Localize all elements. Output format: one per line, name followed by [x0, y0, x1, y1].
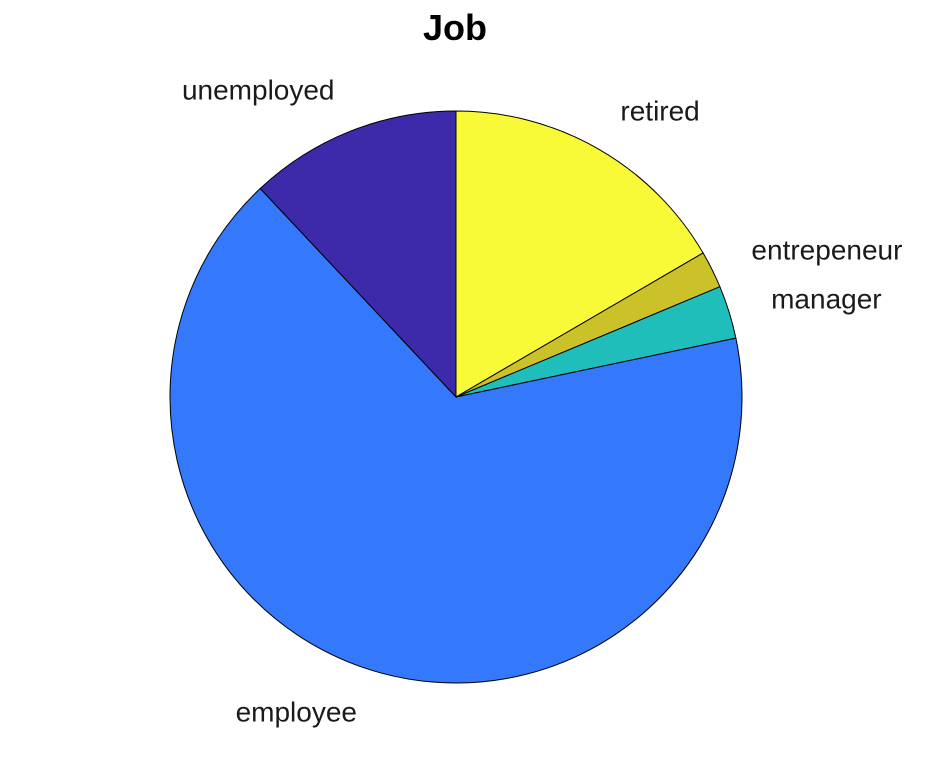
- pie-slice-employee: [169, 187, 743, 684]
- pie-label-manager: manager: [771, 283, 882, 314]
- pie-label-unemployed: unemployed: [182, 75, 335, 106]
- pie-slices: [169, 110, 743, 684]
- pie-label-retired: retired: [620, 95, 699, 126]
- pie-labels: retired entrepeneur manager employee unemplo…: [182, 75, 902, 728]
- pie-slice-retired: [455, 110, 704, 398]
- pie-label-employee: employee: [236, 696, 357, 727]
- pie-slice-unemployed: [259, 110, 457, 399]
- pie-label-entrepeneur: entrepeneur: [751, 234, 902, 265]
- chart-title: Job: [423, 7, 487, 48]
